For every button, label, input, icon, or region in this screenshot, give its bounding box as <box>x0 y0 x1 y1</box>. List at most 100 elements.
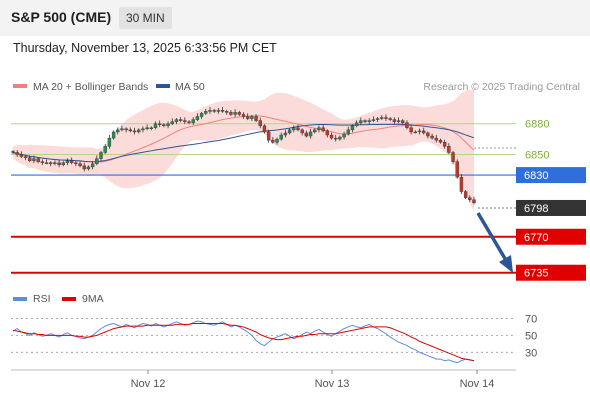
candle <box>57 159 61 168</box>
candle <box>128 127 133 133</box>
level-6770-badge <box>516 228 586 245</box>
interval-selector[interactable]: 30 MIN <box>119 7 172 29</box>
candle <box>162 123 166 128</box>
candle <box>287 128 292 135</box>
ma20-legend-label: MA 20 + Bollinger Bands <box>33 81 148 93</box>
candle <box>455 159 459 179</box>
candle <box>308 128 313 139</box>
candle <box>405 120 409 130</box>
candle <box>111 130 116 140</box>
candle <box>283 129 288 138</box>
candle <box>250 114 254 122</box>
candle <box>78 161 82 168</box>
candle <box>459 173 464 194</box>
candle <box>451 150 455 165</box>
candle <box>271 136 275 144</box>
level-labels: 6880 6850 6830 6798 6770 6735 <box>516 119 586 281</box>
candle <box>124 127 128 133</box>
candle <box>28 155 32 163</box>
candle <box>321 124 325 133</box>
candle <box>145 124 149 131</box>
candle <box>204 108 208 115</box>
rsi-tick-70: 70 <box>525 313 537 325</box>
rsi-ma-line <box>12 323 475 362</box>
rsi-tick-30: 30 <box>525 347 537 359</box>
candle <box>195 113 200 122</box>
candle <box>447 143 451 155</box>
candle <box>346 126 350 136</box>
candle <box>157 120 162 128</box>
candle <box>296 124 300 132</box>
candle <box>380 115 384 121</box>
candle <box>225 109 229 115</box>
candle <box>49 161 53 167</box>
rsi-lines <box>12 320 475 363</box>
candle <box>199 111 204 119</box>
candle <box>300 128 304 136</box>
candle <box>292 125 296 133</box>
candle <box>434 134 438 143</box>
candle <box>401 119 405 126</box>
candle <box>367 118 371 125</box>
candle <box>15 150 19 157</box>
candle <box>32 155 36 164</box>
candle <box>166 121 170 129</box>
candle <box>44 159 49 165</box>
level-6770-label: 6770 <box>524 232 548 244</box>
candle <box>338 135 342 141</box>
candle <box>23 155 28 161</box>
level-6735-badge <box>516 264 586 281</box>
candle <box>90 161 95 170</box>
candle <box>375 117 380 123</box>
candle <box>86 165 91 171</box>
bollinger-band <box>13 89 474 212</box>
candle <box>116 127 120 135</box>
level-6735-label: 6735 <box>524 268 548 280</box>
ma50-legend-swatch <box>156 84 170 88</box>
candle <box>65 158 70 166</box>
candle <box>95 155 99 166</box>
candle <box>409 124 413 135</box>
candle <box>229 110 233 116</box>
rsi-ma-legend-label: 9MA <box>82 293 104 305</box>
level-lines <box>11 123 516 274</box>
candle <box>384 114 388 122</box>
candle <box>99 150 103 162</box>
candle <box>342 131 346 140</box>
candle <box>422 127 426 135</box>
candle <box>220 107 225 113</box>
candle <box>396 117 401 124</box>
candle <box>258 117 262 129</box>
candle <box>317 125 321 133</box>
candle <box>442 139 447 149</box>
candle <box>279 132 283 141</box>
candle <box>354 120 359 128</box>
candle <box>153 121 158 130</box>
candle <box>413 130 418 134</box>
candle <box>266 129 271 143</box>
candle <box>183 117 187 125</box>
candle <box>132 127 137 135</box>
rsi-legend-label: RSI <box>33 293 51 305</box>
candle <box>19 151 24 159</box>
x-tick-label: Nov 14 <box>460 378 495 390</box>
candle <box>61 161 65 167</box>
candle <box>149 126 154 131</box>
candle <box>11 149 15 155</box>
candle <box>212 108 216 113</box>
candle <box>371 116 376 123</box>
candle <box>208 107 212 114</box>
level-6880-label: 6880 <box>525 119 549 131</box>
candle <box>388 117 392 122</box>
candle <box>141 126 145 133</box>
candle <box>241 112 246 119</box>
candle <box>304 130 309 138</box>
candle <box>178 117 183 123</box>
candle <box>392 117 397 125</box>
candle <box>191 117 195 126</box>
candle <box>170 118 174 126</box>
candle <box>334 134 338 142</box>
ma50-legend-label: MA 50 <box>175 81 205 93</box>
candle <box>74 161 78 167</box>
